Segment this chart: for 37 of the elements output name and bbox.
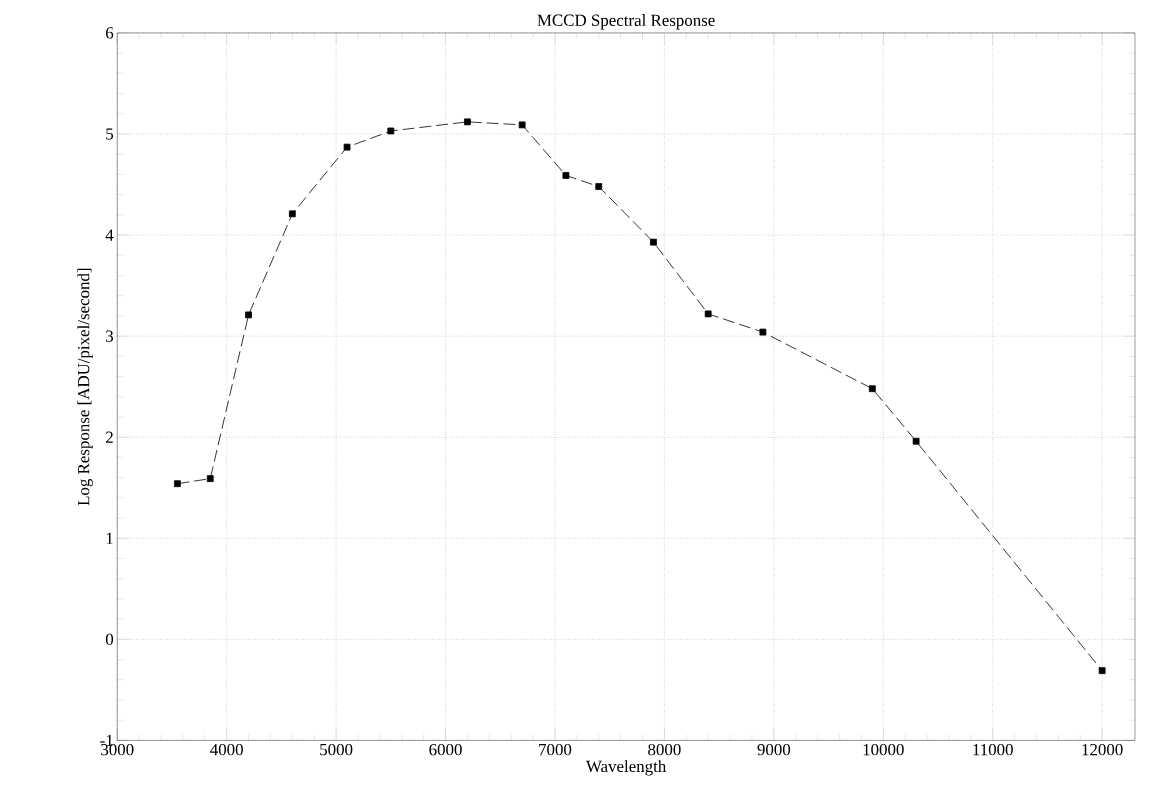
x-tick-label: 8000 bbox=[648, 743, 681, 756]
x-tick-label: 3000 bbox=[101, 743, 134, 756]
point bbox=[868, 385, 876, 392]
point bbox=[464, 118, 471, 126]
x-tick-label: 6000 bbox=[429, 743, 462, 756]
point bbox=[387, 127, 395, 135]
point bbox=[595, 183, 603, 190]
point bbox=[912, 437, 920, 445]
x-tick-label: 4000 bbox=[210, 743, 243, 756]
y-tick-label: 3 bbox=[106, 330, 114, 342]
x-tick-label: 9000 bbox=[757, 743, 791, 756]
point bbox=[704, 310, 712, 318]
point bbox=[288, 210, 296, 218]
x-tick-label: 5000 bbox=[320, 743, 353, 756]
point bbox=[518, 121, 526, 129]
point bbox=[650, 238, 657, 246]
point bbox=[343, 143, 351, 151]
point bbox=[1098, 667, 1106, 674]
y-tick-label: -1 bbox=[100, 734, 113, 746]
x-axis-title: Wavelength bbox=[585, 760, 667, 776]
point bbox=[174, 480, 181, 487]
y-tick-label: 2 bbox=[106, 431, 113, 443]
x-tick-label: 12000 bbox=[1082, 743, 1123, 756]
point bbox=[759, 328, 767, 336]
point bbox=[245, 311, 252, 319]
y-tick-label: 4 bbox=[105, 229, 114, 241]
x-tick-label: 11000 bbox=[973, 743, 1013, 756]
chart-title: MCCD Spectral Response bbox=[537, 13, 715, 30]
x-tick-label: 7000 bbox=[539, 743, 572, 756]
x-tick-label: 10000 bbox=[863, 743, 904, 756]
y-axis-title: Log Response [ADU/pixel/second] bbox=[77, 268, 93, 506]
point bbox=[562, 171, 570, 179]
y-tick-label: 0 bbox=[105, 633, 114, 645]
y-tick-label: 6 bbox=[106, 27, 114, 39]
y-tick-label: 5 bbox=[106, 128, 114, 140]
point bbox=[206, 475, 214, 482]
y-tick-label: 1 bbox=[106, 532, 113, 544]
